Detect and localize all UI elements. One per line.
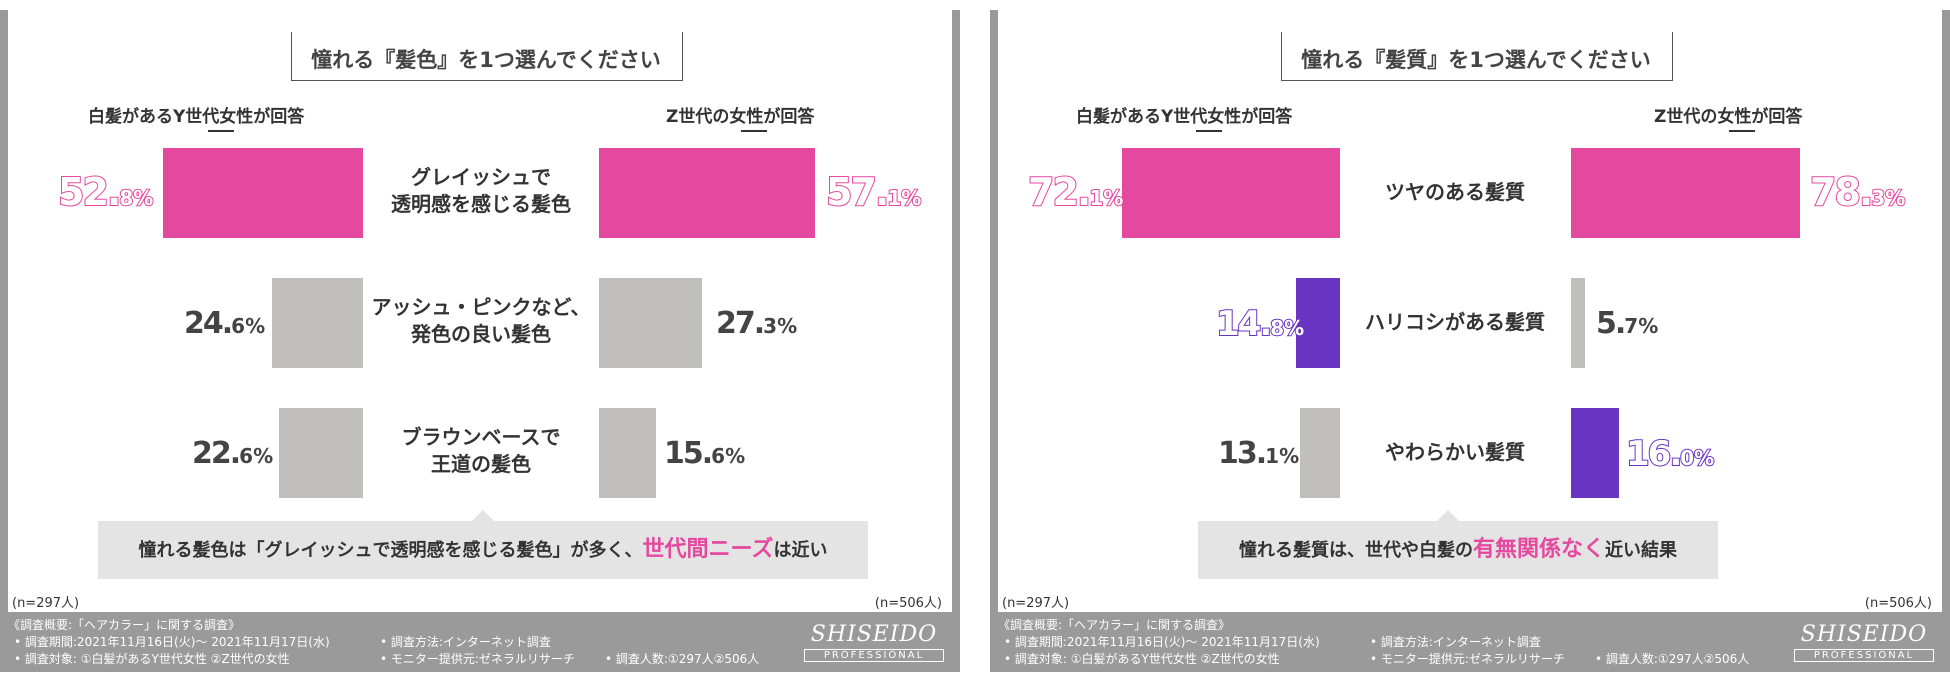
- value-right-row3: 16.0%: [1625, 433, 1715, 475]
- value-right-row2: 27.3%: [716, 306, 798, 341]
- category-row3: ブラウンベースで 王道の髪色: [401, 425, 561, 476]
- value-right-row3: 15.6%: [664, 436, 746, 471]
- chart-area: 憧れる『髪質』を1つ選んでください 白髪があるY世代女性が回答 Z世代の女性が回…: [998, 10, 1942, 612]
- value-left-row1: 52.8%: [57, 169, 154, 215]
- category-row2: アッシュ・ピンクなど、 発色の良い髪色: [371, 295, 591, 346]
- summary-callout: 憧れる髪色は「グレイッシュで透明感を感じる髪色」が多く、世代間ニーズは近い: [98, 510, 868, 579]
- survey-target: • 調査対象: ①白髪があるY世代女性 ②Z世代の女性: [1004, 652, 1280, 666]
- category-row1: グレイッシュで 透明感を感じる髪色: [391, 165, 571, 216]
- bar-right-row3: [1571, 408, 1619, 498]
- summary-callout: 憧れる髪質は、世代や白髪の有無関係なく近い結果: [1198, 510, 1718, 579]
- group-label-left: 白髪があるY世代女性が回答: [88, 107, 305, 127]
- group-label-left: 白髪があるY世代女性が回答: [1076, 107, 1293, 127]
- survey-count: • 調査人数:①297人②506人: [1595, 652, 1750, 666]
- survey-title: 《調査概要:「ヘアカラー」に関する調査》: [998, 618, 1231, 632]
- survey-provider: • モニター提供元:ゼネラルリサーチ: [380, 652, 575, 666]
- sample-size-left: (n=297人): [1002, 596, 1070, 611]
- question-title: 憧れる『髪質』を1つ選んでください: [1301, 48, 1651, 72]
- value-right-row1: 57.1%: [825, 169, 922, 215]
- survey-title: 《調査概要:「ヘアカラー」に関する調査》: [8, 618, 241, 632]
- category-row1: ツヤのある髪質: [1385, 180, 1525, 204]
- bar-right-row1: [599, 148, 815, 238]
- group-mark-left: [208, 130, 234, 132]
- sample-size-left: (n=297人): [12, 596, 80, 611]
- brand-logo: SHISEIDO PROFESSIONAL: [804, 622, 944, 662]
- group-mark-left: [1196, 130, 1222, 132]
- panel-hair-quality: 憧れる『髪質』を1つ選んでください 白髪があるY世代女性が回答 Z世代の女性が回…: [990, 10, 1950, 672]
- value-right-row1: 78.3%: [1809, 169, 1906, 215]
- bar-right-row2: [1571, 278, 1585, 368]
- group-label-right: Z世代の女性が回答: [1654, 107, 1803, 127]
- bar-left-row1: [1122, 148, 1340, 238]
- survey-period: • 調査期間:2021年11月16日(火)～ 2021年11月17日(水): [14, 635, 330, 649]
- value-right-row2: 5.7%: [1596, 306, 1659, 341]
- group-mark-right: [1729, 130, 1755, 132]
- question-bracket: [291, 32, 683, 81]
- group-label-right: Z世代の女性が回答: [666, 107, 815, 127]
- category-row3: やわらかい髪質: [1385, 440, 1525, 464]
- survey-period: • 調査期間:2021年11月16日(火)～ 2021年11月17日(水): [1004, 635, 1320, 649]
- question-title: 憧れる『髪色』を1つ選んでください: [311, 48, 661, 72]
- value-left-row3: 22.6%: [192, 436, 274, 471]
- survey-count: • 調査人数:①297人②506人: [605, 652, 760, 666]
- survey-footer: 《調査概要:「ヘアカラー」に関する調査》 • 調査期間:2021年11月16日(…: [990, 612, 1950, 672]
- survey-footer: 《調査概要:「ヘアカラー」に関する調査》 • 調査期間:2021年11月16日(…: [0, 612, 960, 672]
- group-mark-right: [741, 130, 767, 132]
- callout-arrow: [1437, 510, 1459, 521]
- question-bracket: [1281, 32, 1673, 81]
- survey-method: • 調査方法:インターネット調査: [380, 635, 551, 649]
- category-row2: ハリコシがある髪質: [1365, 310, 1545, 334]
- survey-provider: • モニター提供元:ゼネラルリサーチ: [1370, 652, 1565, 666]
- survey-target: • 調査対象: ①白髪があるY世代女性 ②Z世代の女性: [14, 652, 290, 666]
- bar-left-row2: [272, 278, 363, 368]
- bar-left-row2: [1296, 278, 1340, 368]
- bar-right-row2: [599, 278, 702, 368]
- bar-right-row1: [1571, 148, 1800, 238]
- brand-logo: SHISEIDO PROFESSIONAL: [1794, 622, 1934, 662]
- sample-size-right: (n=506人): [874, 596, 942, 611]
- value-left-row2: 24.6%: [184, 306, 266, 341]
- bar-right-row3: [599, 408, 656, 498]
- survey-method: • 調査方法:インターネット調査: [1370, 635, 1541, 649]
- value-left-row2: 14.8%: [1215, 303, 1305, 345]
- chart-area: 憧れる『髪色』を1つ選んでください 白髪があるY世代女性が回答 Z世代の女性が回…: [8, 10, 952, 612]
- value-left-row1: 72.1%: [1027, 169, 1124, 215]
- panel-hair-color: 憧れる『髪色』を1つ選んでください 白髪があるY世代女性が回答 Z世代の女性が回…: [0, 10, 960, 672]
- callout-arrow: [472, 510, 494, 521]
- bar-left-row3: [1300, 408, 1340, 498]
- callout-highlight: 世代間ニーズ: [642, 537, 774, 562]
- bar-left-row3: [279, 408, 363, 498]
- bar-left-row1: [163, 148, 363, 238]
- callout-highlight: 有無関係なく: [1472, 537, 1605, 562]
- value-left-row3: 13.1%: [1218, 436, 1300, 471]
- sample-size-right: (n=506人): [1864, 596, 1932, 611]
